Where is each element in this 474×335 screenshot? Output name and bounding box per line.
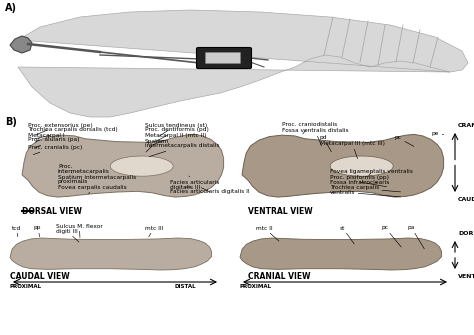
Text: ventralis: ventralis bbox=[330, 190, 401, 197]
Text: Facies articularis: Facies articularis bbox=[170, 176, 219, 185]
Text: Metacarpal III (mtc III): Metacarpal III (mtc III) bbox=[320, 141, 385, 159]
Text: CRANIAL VIEW: CRANIAL VIEW bbox=[248, 272, 310, 281]
Text: Spatium intermetacarpalis: Spatium intermetacarpalis bbox=[58, 175, 136, 183]
Text: Trochlea carpalis: Trochlea carpalis bbox=[330, 186, 401, 192]
Polygon shape bbox=[18, 10, 468, 117]
Text: CAUDAL: CAUDAL bbox=[458, 197, 474, 202]
Text: pa: pa bbox=[408, 225, 424, 249]
Text: Proc. pisiformis (pp): Proc. pisiformis (pp) bbox=[330, 175, 389, 183]
Text: DORSAL: DORSAL bbox=[458, 231, 474, 236]
Polygon shape bbox=[10, 238, 211, 270]
Text: B): B) bbox=[5, 117, 17, 127]
Text: tcd: tcd bbox=[12, 225, 21, 237]
Text: PROXIMAL: PROXIMAL bbox=[240, 284, 272, 289]
Text: Metacarpal II (mtc II): Metacarpal II (mtc II) bbox=[145, 133, 207, 146]
Text: VENTRAL: VENTRAL bbox=[458, 274, 474, 279]
Text: Fossa ventralis distalis: Fossa ventralis distalis bbox=[282, 129, 348, 146]
Text: Proc. dentiformis (pd): Proc. dentiformis (pd) bbox=[145, 128, 209, 141]
Text: Sulcus M. flexor: Sulcus M. flexor bbox=[56, 223, 103, 238]
Polygon shape bbox=[242, 134, 444, 197]
FancyBboxPatch shape bbox=[197, 48, 252, 68]
Text: Fovea carpalis caudalis: Fovea carpalis caudalis bbox=[58, 185, 127, 194]
FancyBboxPatch shape bbox=[206, 53, 240, 64]
Text: digitalis III: digitalis III bbox=[170, 185, 200, 190]
Text: Sulcus tendineus (st): Sulcus tendineus (st) bbox=[145, 123, 207, 136]
Text: VENTRAL VIEW: VENTRAL VIEW bbox=[248, 207, 313, 216]
Text: Proc. alularis (pa): Proc. alularis (pa) bbox=[28, 137, 80, 147]
Text: pc: pc bbox=[382, 225, 401, 247]
Text: Proc.: Proc. bbox=[58, 164, 73, 173]
Text: digiti III: digiti III bbox=[56, 228, 79, 242]
Text: DISTAL: DISTAL bbox=[175, 284, 197, 289]
Text: Proc. cranialis (pc): Proc. cranialis (pc) bbox=[28, 144, 82, 154]
Text: intermetacarpalis distalis: intermetacarpalis distalis bbox=[145, 143, 219, 156]
Text: Spatium: Spatium bbox=[145, 138, 170, 152]
Polygon shape bbox=[22, 134, 224, 197]
Text: Facies articularis digitalis II: Facies articularis digitalis II bbox=[170, 188, 250, 195]
Text: DORSAL VIEW: DORSAL VIEW bbox=[22, 207, 82, 216]
Text: pc: pc bbox=[395, 135, 414, 146]
Text: Fovea ligamentalis ventralis: Fovea ligamentalis ventralis bbox=[330, 170, 413, 176]
Text: Proc. extensorius (pe): Proc. extensorius (pe) bbox=[28, 123, 93, 134]
Text: CRANIAL: CRANIAL bbox=[458, 123, 474, 128]
Polygon shape bbox=[330, 156, 393, 176]
Polygon shape bbox=[240, 238, 442, 270]
Text: mtc II: mtc II bbox=[256, 225, 279, 241]
Text: pd: pd bbox=[320, 135, 331, 152]
Text: PROXIMAL: PROXIMAL bbox=[10, 284, 42, 289]
Polygon shape bbox=[10, 36, 32, 53]
Polygon shape bbox=[110, 156, 173, 176]
Text: mtc III: mtc III bbox=[145, 225, 164, 237]
Text: st: st bbox=[340, 225, 354, 244]
Text: Fossa infratroclearis: Fossa infratroclearis bbox=[330, 180, 389, 187]
Text: Metacarpal I: Metacarpal I bbox=[28, 133, 64, 142]
Text: Trochlea carpalis dorsalis (tcd): Trochlea carpalis dorsalis (tcd) bbox=[28, 128, 118, 139]
Text: pp: pp bbox=[34, 225, 42, 237]
Text: proximalis: proximalis bbox=[58, 179, 88, 187]
Text: A): A) bbox=[5, 3, 17, 13]
Text: pe: pe bbox=[432, 131, 444, 135]
Text: intermetacarpalis: intermetacarpalis bbox=[58, 169, 110, 176]
Text: CAUDAL VIEW: CAUDAL VIEW bbox=[10, 272, 70, 281]
Text: Proc. craniodistalis: Proc. craniodistalis bbox=[282, 123, 337, 134]
